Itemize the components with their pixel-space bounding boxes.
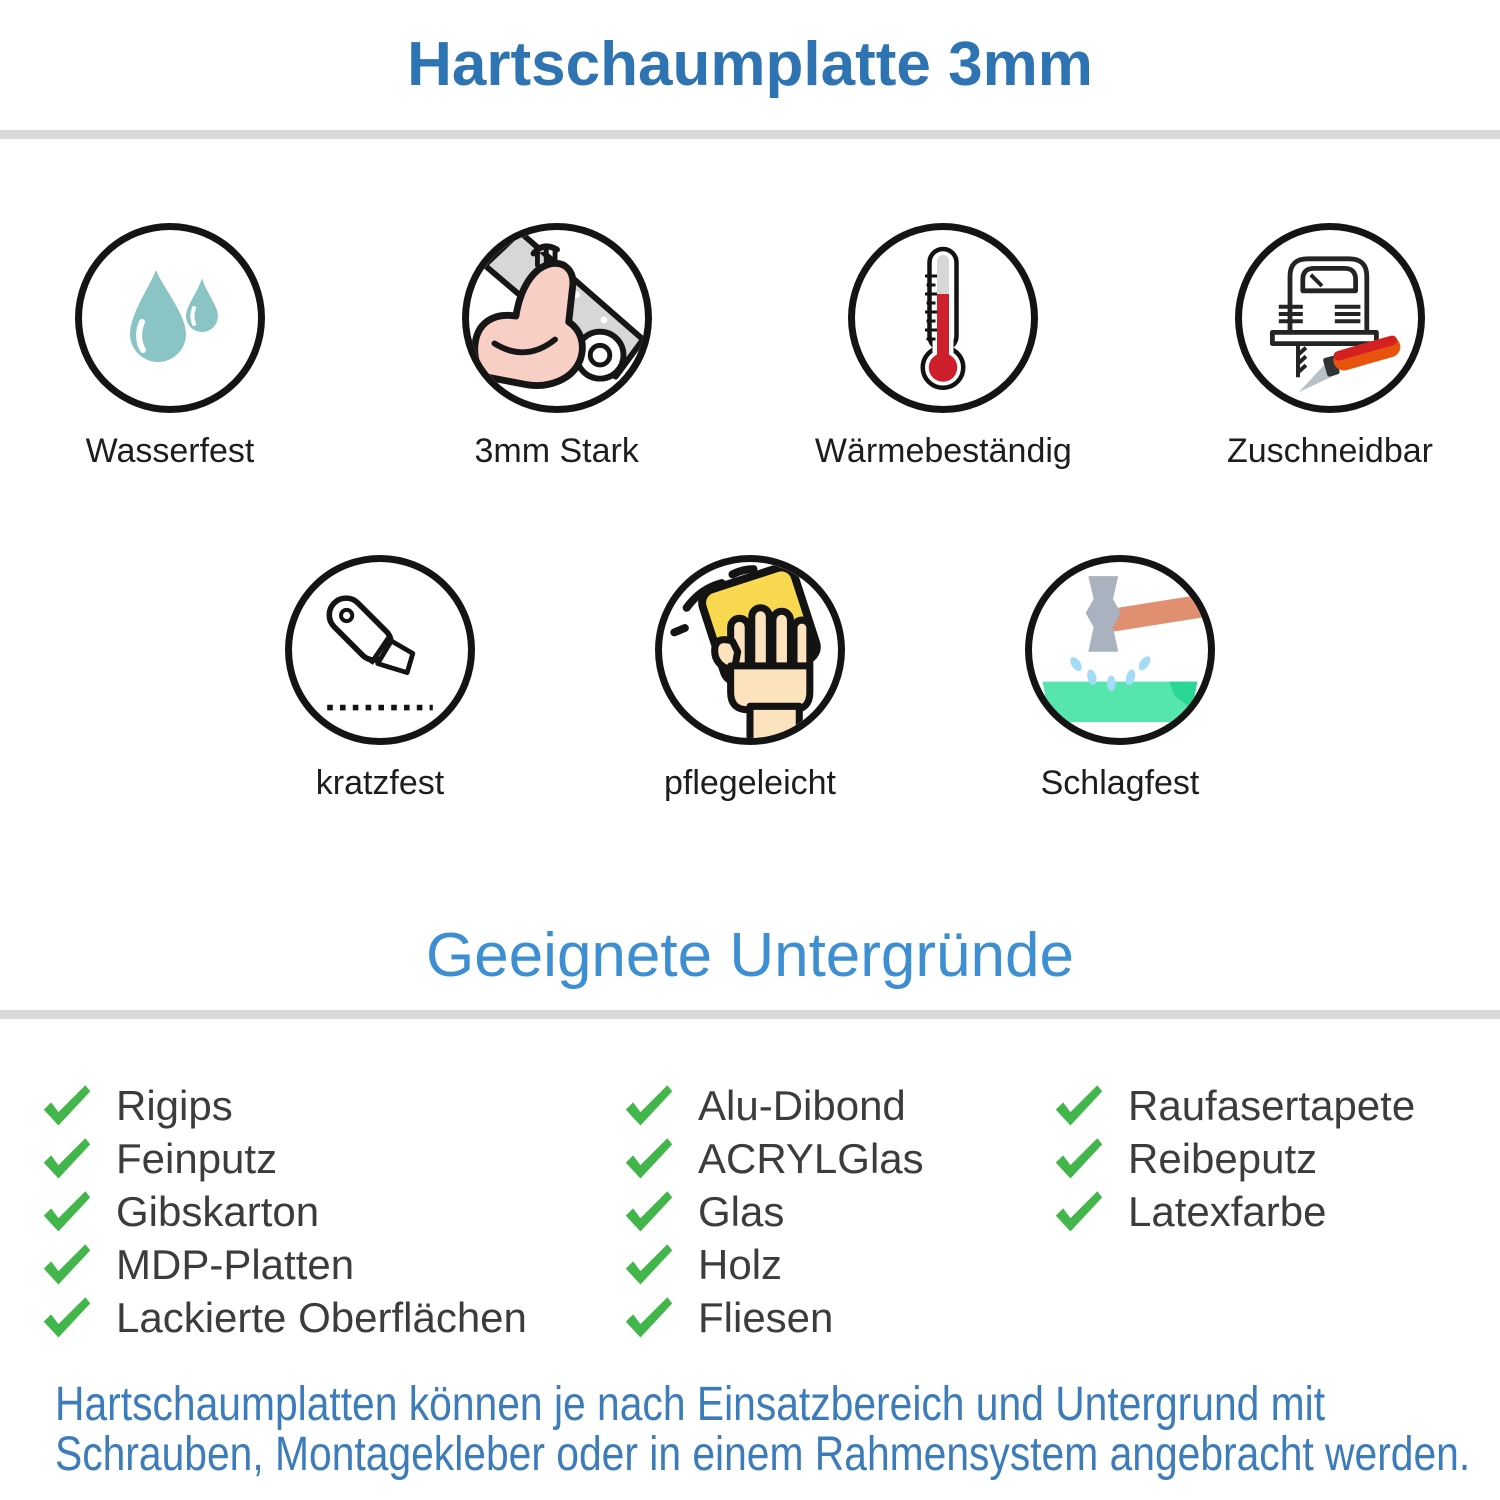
section-title: Geeignete Untergründe <box>425 921 1074 990</box>
hammer-icon <box>1042 576 1208 723</box>
substrate-item: Feinputz <box>40 1132 527 1185</box>
feature-item-kratzfest: kratzfest <box>285 555 475 803</box>
muscle-arm-icon <box>470 230 645 389</box>
jigsaw-icon <box>1269 256 1401 393</box>
substrate-item: Gibskarton <box>40 1185 527 1238</box>
scalpel-icon <box>1298 335 1401 393</box>
page-title: Hartschaumplatte 3mm <box>407 30 1093 99</box>
feature-item-schlagfest: Schlagfest <box>1025 555 1215 803</box>
substrate-item: Fliesen <box>622 1291 924 1344</box>
substrate-item: Holz <box>622 1238 924 1291</box>
check-icon <box>625 1084 673 1126</box>
substrate-item: Reibeputz <box>1052 1132 1415 1185</box>
substrate-label: Raufasertapete <box>1128 1081 1416 1129</box>
check-icon <box>43 1296 91 1338</box>
check-icon <box>1055 1084 1103 1126</box>
feature-item-waermebestaendig: Wärmebeständig <box>815 223 1072 471</box>
substrate-label: Fliesen <box>698 1293 834 1341</box>
substrate-item: Glas <box>622 1185 924 1238</box>
check-icon <box>1055 1137 1103 1179</box>
check-icon <box>625 1137 673 1179</box>
feature-circle <box>461 223 652 413</box>
substrate-label: Lackierte Oberflächen <box>116 1293 527 1341</box>
substrate-item: Latexfarbe <box>1052 1185 1415 1238</box>
substrate-label: ACRYLGlas <box>698 1134 924 1182</box>
feature-label: Wärmebeständig <box>814 432 1072 470</box>
check-icon <box>43 1137 91 1179</box>
check-icon <box>43 1084 91 1126</box>
feature-circle <box>1025 555 1215 745</box>
divider-bar <box>0 1010 1500 1019</box>
impact-dots <box>1070 656 1151 692</box>
utility-knife-icon <box>326 595 433 711</box>
substrate-label: Holz <box>698 1240 783 1288</box>
check-icon <box>43 1190 91 1232</box>
substrate-item: Lackierte Oberflächen <box>40 1291 527 1344</box>
divider-bar <box>0 130 1500 139</box>
feature-item-wasserfest: Wasserfest <box>75 223 265 471</box>
substrate-label: Glas <box>698 1187 785 1235</box>
substrate-label: Rigips <box>116 1081 233 1129</box>
feature-row-1: Wasserfest 3mm Stark <box>0 223 1500 471</box>
footer-note-line-1: Hartschaumplatten können je nach Einsatz… <box>55 1378 1326 1431</box>
check-icon <box>625 1296 673 1338</box>
feature-item-3mm-stark: 3mm Stark <box>461 223 652 471</box>
feature-label: pflegeleicht <box>663 764 836 802</box>
feature-circle <box>285 555 475 745</box>
substrate-column-1: Rigips Feinputz Gibskarton MDP-Platten L… <box>40 1079 527 1344</box>
feature-label: kratzfest <box>315 764 445 802</box>
substrate-list: Rigips Feinputz Gibskarton MDP-Platten L… <box>0 1079 1500 1354</box>
check-icon <box>625 1190 673 1232</box>
substrate-item: Raufasertapete <box>1052 1079 1415 1132</box>
substrate-item: Rigips <box>40 1079 527 1132</box>
cleaning-hand-icon <box>670 563 821 738</box>
feature-circle <box>1234 223 1425 413</box>
feature-circle <box>848 223 1039 413</box>
substrate-item: MDP-Platten <box>40 1238 527 1291</box>
substrate-label: Latexfarbe <box>1128 1187 1327 1235</box>
check-icon <box>43 1243 91 1285</box>
check-icon <box>625 1243 673 1285</box>
feature-circle <box>655 555 845 745</box>
footer-note: Hartschaumplatten können je nach Einsatz… <box>0 1380 1500 1480</box>
feature-row-2: kratzfest <box>0 555 1500 803</box>
feature-circle <box>75 223 265 413</box>
water-drops-icon <box>130 270 218 362</box>
feature-label: Wasserfest <box>85 432 255 470</box>
substrate-label: Feinputz <box>116 1134 278 1182</box>
substrate-label: Reibeputz <box>1128 1134 1318 1182</box>
substrate-item: ACRYLGlas <box>622 1132 924 1185</box>
substrate-label: Gibskarton <box>116 1187 320 1235</box>
footer-note-line-2: Schrauben, Montagekleber oder in einem R… <box>55 1428 1471 1481</box>
thermometer-icon <box>920 246 966 390</box>
substrate-label: Alu-Dibond <box>698 1081 906 1129</box>
substrate-column-2: Alu-Dibond ACRYLGlas Glas Holz Fliesen <box>622 1079 924 1344</box>
feature-label: Zuschneidbar <box>1226 432 1433 470</box>
substrate-column-3: Raufasertapete Reibeputz Latexfarbe <box>1052 1079 1415 1238</box>
feature-item-zuschneidbar: Zuschneidbar <box>1227 223 1433 471</box>
feature-label: 3mm Stark <box>474 432 639 470</box>
substrate-item: Alu-Dibond <box>622 1079 924 1132</box>
feature-label: Schlagfest <box>1040 764 1200 802</box>
feature-item-pflegeleicht: pflegeleicht <box>655 555 845 803</box>
substrate-label: MDP-Platten <box>116 1240 355 1288</box>
check-icon <box>1055 1190 1103 1232</box>
